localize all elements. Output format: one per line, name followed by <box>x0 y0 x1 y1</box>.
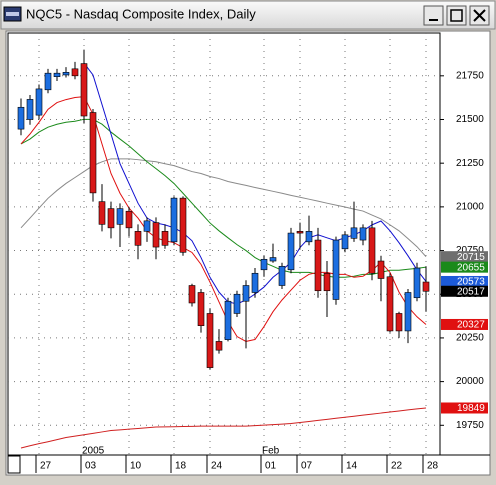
candle-body <box>80 63 88 117</box>
candle-body <box>404 292 412 332</box>
candle-body <box>413 267 421 299</box>
last-value-label: 19849 <box>457 403 485 414</box>
candle-body <box>143 220 151 232</box>
candle-body <box>242 285 250 302</box>
last-value-box <box>441 318 488 330</box>
last-value-label: 20655 <box>457 262 485 273</box>
candle-body <box>359 227 367 241</box>
candle-body <box>368 227 376 274</box>
candle-body <box>35 88 43 116</box>
plot-area <box>7 32 441 456</box>
x-tick-label: 28 <box>427 461 439 472</box>
y-tick-label: 20250 <box>456 333 484 344</box>
corner-box <box>7 455 21 474</box>
moving-average-line <box>20 158 427 258</box>
candle-body <box>188 285 196 304</box>
y-tick-label: 19750 <box>456 420 484 431</box>
x-tick-label: 18 <box>175 461 187 472</box>
y-tick-label: 21750 <box>456 70 484 81</box>
candle-body <box>377 260 385 279</box>
candle-body <box>215 341 223 351</box>
x-tick-label: 22 <box>391 461 403 472</box>
candle-body <box>53 72 61 77</box>
candle-body <box>233 293 241 314</box>
candle-body <box>305 231 313 243</box>
minimize-button[interactable] <box>423 5 444 26</box>
last-value-label: 20573 <box>457 277 485 288</box>
moving-average-line <box>20 96 427 342</box>
x-tick-label: 10 <box>130 461 142 472</box>
plot-layer: 1975020000202502050020750210002125021500… <box>8 33 488 473</box>
candle-body <box>386 276 394 332</box>
candle-body <box>62 72 70 76</box>
candle-body <box>179 197 187 253</box>
y-tick-label: 20000 <box>456 376 484 387</box>
x-tick-label: 01 <box>265 461 277 472</box>
candle-body <box>269 257 277 262</box>
candle-body <box>89 112 97 194</box>
candle-body <box>107 208 115 229</box>
last-value-label: 20327 <box>457 320 485 331</box>
last-value-box <box>441 402 488 414</box>
close-glyph <box>473 9 486 22</box>
candle-body <box>296 231 304 234</box>
candle-body <box>116 208 124 225</box>
period-label: Feb <box>262 446 280 457</box>
candle-body <box>350 227 358 239</box>
last-value-box <box>441 285 488 297</box>
candle-body <box>332 239 340 300</box>
candle-body <box>395 313 403 332</box>
y-tick-label: 20750 <box>456 245 484 256</box>
maximize-button[interactable] <box>446 5 467 26</box>
candle-body <box>152 222 160 248</box>
candle-body <box>422 281 430 292</box>
last-value-box <box>441 275 488 287</box>
candle-body <box>260 258 268 271</box>
x-tick-label: 07 <box>301 461 313 472</box>
candle-body <box>125 210 133 229</box>
last-value-box <box>441 251 488 263</box>
y-tick-label: 21500 <box>456 114 484 125</box>
candle-body <box>251 272 259 293</box>
candle-body <box>197 292 205 326</box>
window-buttons <box>423 5 490 26</box>
x-tick-label: 24 <box>211 461 223 472</box>
candle-body <box>323 272 331 292</box>
candle-body <box>287 232 295 271</box>
x-tick-label: 27 <box>40 461 52 472</box>
window-icon-detail <box>6 12 19 16</box>
candle-body <box>71 68 79 77</box>
candle-body <box>278 265 286 286</box>
x-tick-label: 14 <box>346 461 358 472</box>
last-value-box <box>441 261 488 273</box>
candle-body <box>224 300 232 340</box>
period-label: 2005 <box>82 446 105 457</box>
candle-body <box>26 99 34 120</box>
y-tick-label: 21250 <box>456 158 484 169</box>
window-title: NQC5 - Nasdaq Composite Index, Daily <box>26 6 256 21</box>
candle-body <box>314 239 322 292</box>
moving-average-line <box>20 407 427 449</box>
moving-average-line <box>20 118 427 278</box>
candle-body <box>341 234 349 250</box>
candle-body <box>206 313 214 368</box>
y-tick-label: 21000 <box>456 202 484 213</box>
candle-body <box>44 72 52 91</box>
maximize-glyph <box>450 9 463 22</box>
last-value-label: 20715 <box>457 252 485 263</box>
candle-body <box>134 231 142 246</box>
last-value-label: 20517 <box>457 286 485 297</box>
candle-body <box>17 106 25 130</box>
x-tick-label: 03 <box>85 461 97 472</box>
title-bar <box>0 0 496 30</box>
candle-body <box>98 201 106 225</box>
candle-body <box>170 197 178 243</box>
candle-body <box>161 231 169 246</box>
